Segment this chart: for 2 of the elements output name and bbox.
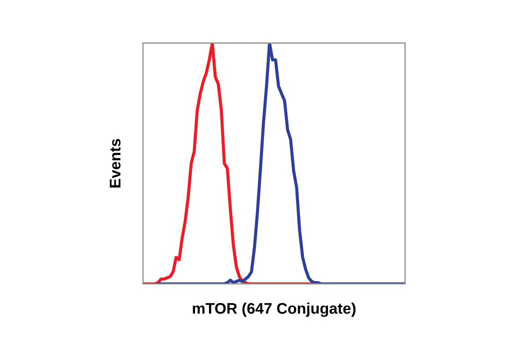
x-axis-title: mTOR (647 Conjugate)	[192, 302, 356, 317]
y-axis-title: Events	[110, 139, 121, 188]
